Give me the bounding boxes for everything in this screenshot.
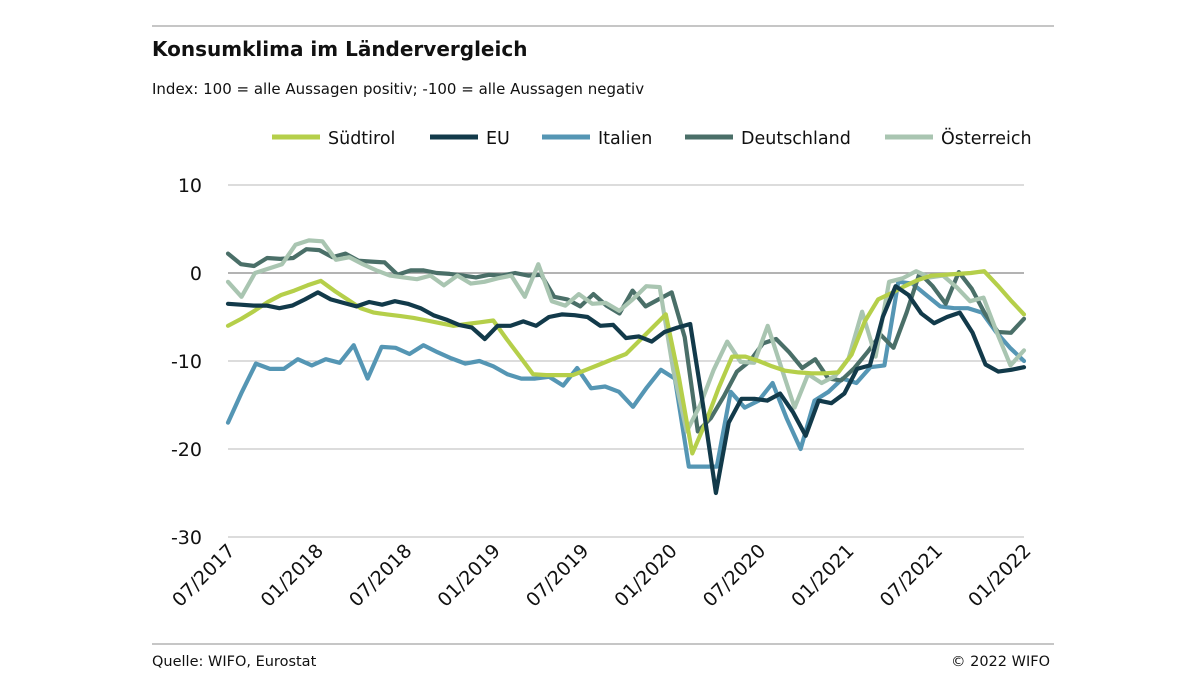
x-tick-label: 07/2019 xyxy=(522,540,593,611)
x-tick-label: 07/2018 xyxy=(345,540,416,611)
x-tick-label: 01/2019 xyxy=(433,540,504,611)
legend-label: Deutschland xyxy=(741,129,851,149)
x-axis-ticks: 07/2017 01/2018 07/2018 01/2019 07/2019 01/20… xyxy=(168,540,1035,611)
y-tick-label: -30 xyxy=(171,527,202,549)
x-tick-label: 01/2022 xyxy=(964,540,1035,611)
copyright-note: © 2022 WIFO xyxy=(951,654,1050,670)
series-line-österreich xyxy=(225,238,1027,434)
legend: Südtirol EU Italien Deutschland Österreich xyxy=(272,127,1032,149)
y-tick-label: 0 xyxy=(190,263,202,285)
x-tick-label: 01/2018 xyxy=(257,540,328,611)
x-tick-label: 01/2021 xyxy=(787,540,858,611)
source-note: Quelle: WIFO, Eurostat xyxy=(152,654,317,670)
plot-lines xyxy=(225,238,1027,496)
legend-label: EU xyxy=(486,129,510,149)
y-tick-label: -10 xyxy=(171,351,202,373)
y-tick-label: -20 xyxy=(171,439,202,461)
legend-label: Italien xyxy=(598,129,652,149)
chart-title: Konsumklima im Ländervergleich xyxy=(152,37,527,61)
series-line-eu xyxy=(225,284,1027,496)
legend-label: Südtirol xyxy=(328,129,395,149)
x-tick-label: 07/2020 xyxy=(699,540,770,611)
grid xyxy=(228,184,1024,538)
y-axis-ticks: 10 0 -10 -20 -30 xyxy=(171,175,202,549)
x-tick-label: 07/2017 xyxy=(168,540,239,611)
series-line-italien xyxy=(225,279,1027,469)
y-tick-label: 10 xyxy=(178,175,202,197)
chart-subtitle: Index: 100 = alle Aussagen positiv; -100… xyxy=(152,80,644,98)
x-tick-label: 07/2021 xyxy=(876,540,947,611)
x-tick-label: 01/2020 xyxy=(610,540,681,611)
legend-label: Österreich xyxy=(941,127,1032,149)
